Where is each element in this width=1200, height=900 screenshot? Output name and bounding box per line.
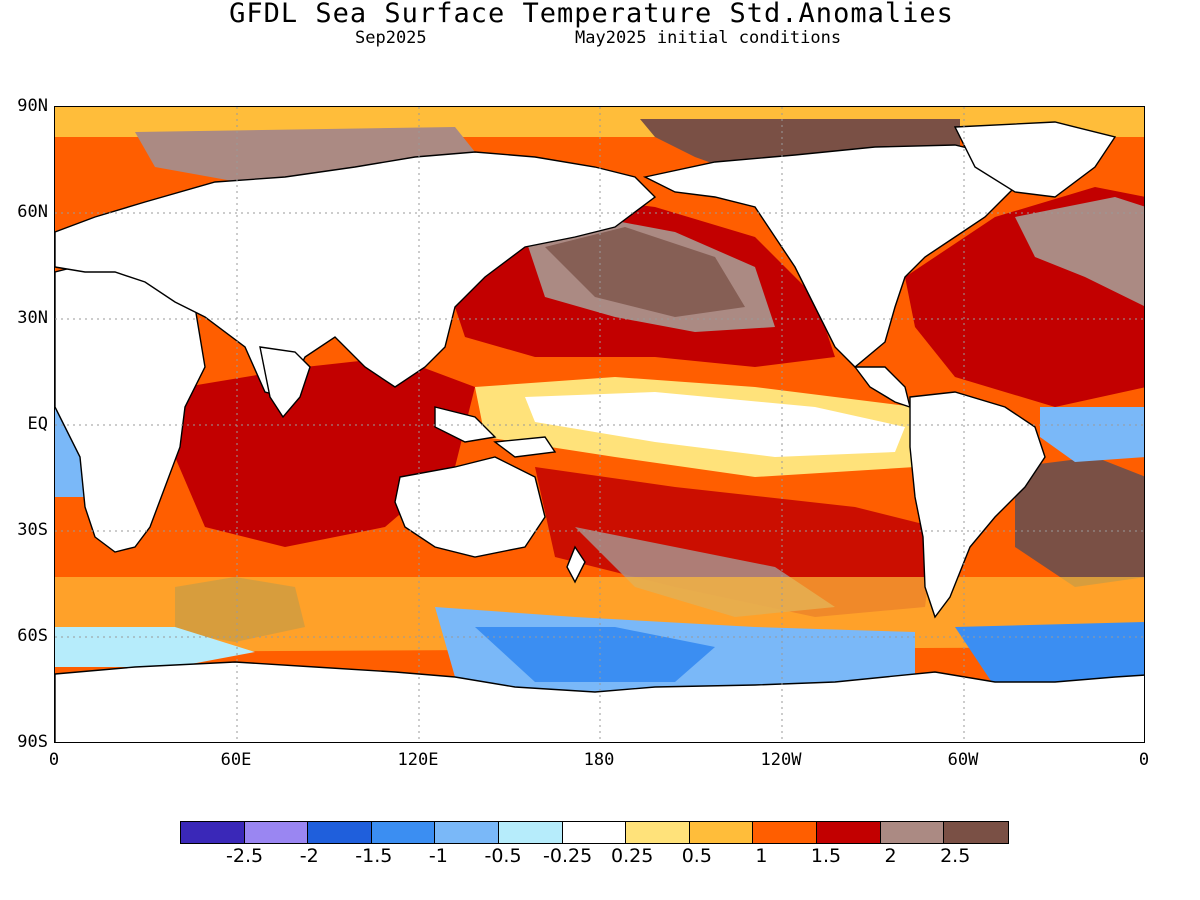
lon-label-60w: 60W (947, 750, 979, 770)
colorbar-swatch (562, 822, 627, 843)
colorbar-tick-label: 1 (755, 845, 768, 867)
lat-label-eq: EQ (27, 414, 48, 434)
initial-conditions-label: May2025 initial conditions (575, 28, 842, 48)
new-guinea-land (493, 436, 557, 458)
south-america-land (909, 391, 1046, 619)
colorbar-tick-label: 0.25 (611, 845, 654, 867)
lat-label-90s: 90S (17, 732, 48, 752)
lat-label-30n: 30N (17, 308, 48, 328)
india-land (259, 346, 311, 419)
anomaly-map-svg (55, 107, 1144, 742)
new-zealand-land (566, 545, 586, 584)
north-america-land (642, 144, 1016, 368)
greenland-land (953, 121, 1117, 198)
lon-label-0-east: 0 (1138, 750, 1150, 770)
lat-label-60n: 60N (17, 202, 48, 222)
colorbar-swatch (498, 822, 563, 843)
colorbar-swatch (244, 822, 309, 843)
colorbar-tick-label: -1.5 (355, 845, 393, 867)
grid-lines (55, 107, 1144, 742)
colorbar-swatch (308, 822, 372, 843)
southern-ocean-blue (475, 627, 715, 682)
colorbar-tick-label: -0.5 (484, 845, 522, 867)
lon-label-120e: 120E (397, 750, 439, 770)
colorbar-swatch (689, 822, 754, 843)
north-pacific-dark (545, 227, 745, 317)
colorbar-swatch (944, 822, 1008, 843)
colorbar-tick-label: 2.5 (940, 845, 971, 867)
colorbar-tick-label: 2 (884, 845, 897, 867)
lat-label-60s: 60S (17, 626, 48, 646)
chart-title: GFDL Sea Surface Temperature Std.Anomali… (229, 0, 954, 29)
colorbar-tick-label: 0.5 (681, 845, 712, 867)
equatorial-atlantic-cool (1040, 407, 1144, 462)
colorbar-tick-label: -0.25 (543, 845, 593, 867)
colorbar-swatch (181, 822, 245, 843)
north-atlantic-brown (1015, 197, 1144, 307)
colorbar-tick-label: -2 (299, 845, 319, 867)
anomaly-map (54, 106, 1145, 743)
lon-label-180: 180 (583, 750, 615, 770)
colorbar-tick-label: -1 (428, 845, 448, 867)
lon-label-60e: 60E (220, 750, 252, 770)
lat-label-90n: 90N (17, 96, 48, 116)
valid-month-label: Sep2025 (355, 28, 427, 48)
colorbar-swatch (626, 822, 690, 843)
colorbar-swatch (816, 822, 881, 843)
lat-label-30s: 30S (17, 520, 48, 540)
colorbar-swatch (435, 822, 499, 843)
colorbar-swatch (880, 822, 945, 843)
lon-label-120w: 120W (760, 750, 802, 770)
australia-land (394, 456, 546, 558)
colorbar-tick-label: 1.5 (810, 845, 842, 867)
colorbar (180, 821, 1009, 844)
lon-label-0-west: 0 (48, 750, 60, 770)
colorbar-swatch (753, 822, 817, 843)
colorbar-tick-label: -2.5 (226, 845, 264, 867)
colorbar-swatch (371, 822, 436, 843)
south-atlantic-brown (1015, 457, 1144, 587)
